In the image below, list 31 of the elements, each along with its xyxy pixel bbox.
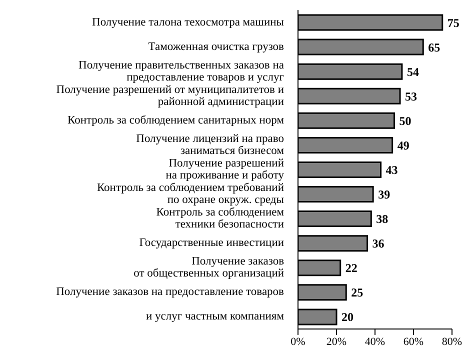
y-tick-label: Получение лицензий на право заниматься бизнесом [136,132,285,157]
y-tick-label: Получение разрешений от муниципалитетов и районной администрации [56,84,284,108]
y-tick-label: Получение разрешений на проживание и работу [166,158,284,182]
y-tick-label: Получение правительственных заказов на предоставление товаров и услуг [78,59,284,84]
data-label: 38 [376,212,388,226]
y-tick-label: Получение заказов от общественных организаций [134,256,285,280]
y-tick-label: Государственные инвестиции [139,237,284,250]
y-tick-label: Контроль за соблюдением техники безопасности [156,206,285,231]
y-tick-label: и услуг частным компаниям [146,310,285,323]
x-tick-label: 80% [442,336,462,348]
y-tick-label: Получение талона техосмотра машины [92,16,284,28]
data-label: 22 [345,261,358,276]
x-tick-label: 20% [326,336,347,348]
y-tick-label: Получение заказов на предоставление товаров [56,286,285,298]
y-tick-label: Контроль за соблюдением требований по охране окруж. среды [96,182,284,206]
data-label: 39 [378,188,390,202]
data-label: 75 [447,16,460,30]
y-tick-label: Контроль за соблюдением санитарных норм [67,114,285,126]
data-label: 53 [405,89,418,104]
x-tick-label: 60% [403,336,424,348]
data-label: 49 [397,138,410,152]
data-label: 25 [351,286,364,300]
x-tick-label: 40% [364,336,386,348]
data-label: 43 [386,162,398,177]
y-tick-label: Таможенная очистка грузов [148,40,285,53]
data-label: 54 [406,64,419,79]
x-tick-label: 0% [290,336,306,348]
data-label: 50 [399,114,412,128]
data-label: 65 [428,40,440,54]
data-label: 36 [372,236,384,251]
data-label: 20 [342,310,354,324]
